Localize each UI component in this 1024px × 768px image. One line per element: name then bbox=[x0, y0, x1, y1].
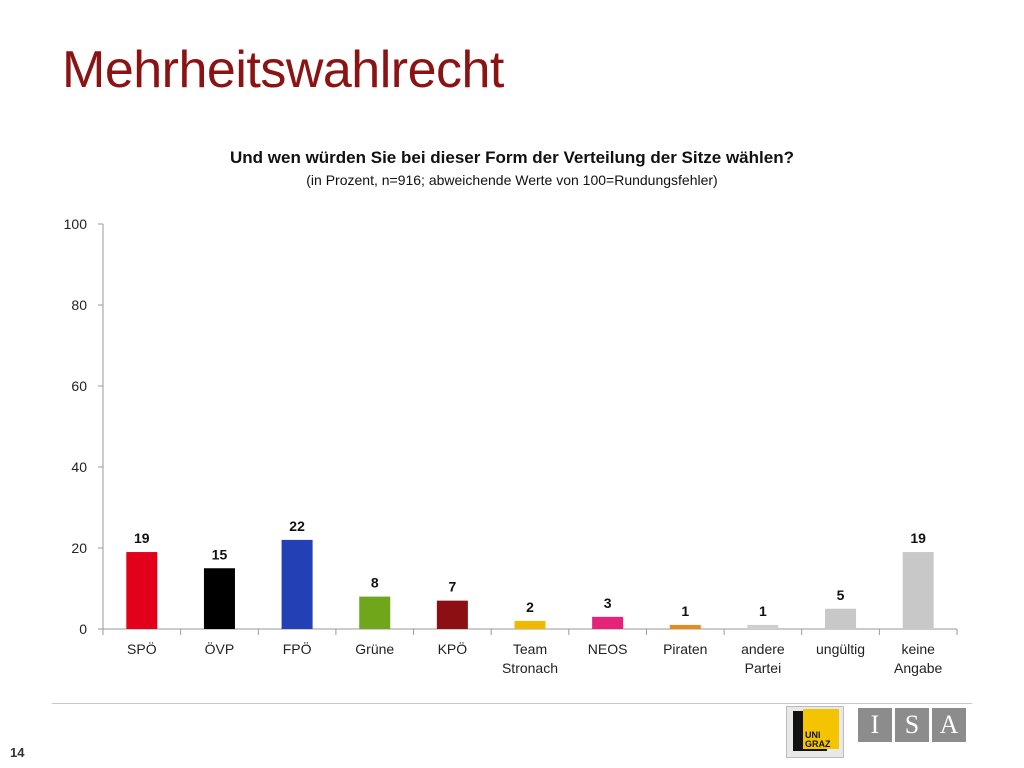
category-label: Angabe bbox=[894, 660, 942, 676]
category-label: Grüne bbox=[355, 641, 394, 657]
logo-yellow-block bbox=[803, 709, 839, 749]
category-label: ÖVP bbox=[205, 640, 235, 657]
slide-title: Mehrheitswahlrecht bbox=[62, 41, 504, 99]
isa-letter-s: S bbox=[895, 708, 929, 742]
bar bbox=[203, 568, 235, 629]
data-label: 5 bbox=[837, 587, 845, 603]
y-tick-label: 80 bbox=[71, 297, 87, 313]
isa-letter-i: I bbox=[858, 708, 892, 742]
category-label: KPÖ bbox=[438, 640, 468, 657]
category-label: Piraten bbox=[663, 641, 707, 657]
data-label: 15 bbox=[212, 546, 228, 562]
chart-title: Und wen würden Sie bei dieser Form der V… bbox=[230, 148, 794, 167]
bar bbox=[669, 624, 701, 629]
data-label: 19 bbox=[134, 530, 150, 546]
category-label: andere bbox=[741, 641, 785, 657]
category-label: NEOS bbox=[588, 641, 628, 657]
isa-logo: I S A bbox=[858, 708, 969, 742]
y-tick-label: 40 bbox=[71, 459, 87, 475]
footer-divider bbox=[52, 703, 972, 704]
category-label: Partei bbox=[745, 660, 782, 676]
bar bbox=[436, 600, 468, 629]
data-label: 8 bbox=[371, 575, 379, 591]
page-number: 14 bbox=[10, 745, 25, 760]
bar bbox=[359, 596, 391, 629]
bar bbox=[825, 608, 857, 629]
category-label: Team bbox=[513, 641, 547, 657]
data-label: 7 bbox=[448, 579, 456, 595]
chart-subtitle: (in Prozent, n=916; abweichende Werte vo… bbox=[306, 172, 718, 188]
data-label: 22 bbox=[289, 518, 305, 534]
data-label: 3 bbox=[604, 595, 612, 611]
y-tick-label: 100 bbox=[64, 216, 88, 232]
bar bbox=[592, 616, 624, 629]
category-label: keine bbox=[901, 641, 935, 657]
uni-graz-logo: UNI GRAZ bbox=[786, 706, 844, 758]
bar bbox=[747, 624, 779, 629]
y-tick-label: 20 bbox=[71, 540, 87, 556]
data-label: 1 bbox=[759, 603, 767, 619]
data-label: 19 bbox=[910, 530, 926, 546]
category-label: ungültig bbox=[816, 641, 865, 657]
category-label: Stronach bbox=[502, 660, 558, 676]
bar bbox=[902, 552, 934, 629]
bar bbox=[514, 620, 546, 629]
y-tick-label: 60 bbox=[71, 378, 87, 394]
data-label: 1 bbox=[681, 603, 689, 619]
bar bbox=[126, 552, 158, 629]
isa-letter-a: A bbox=[932, 708, 966, 742]
category-label: SPÖ bbox=[127, 640, 157, 657]
bar bbox=[281, 539, 313, 629]
data-label: 2 bbox=[526, 599, 534, 615]
category-label: FPÖ bbox=[283, 640, 312, 657]
y-tick-label: 0 bbox=[79, 621, 87, 637]
logo-uni-text: UNI GRAZ bbox=[805, 730, 831, 749]
